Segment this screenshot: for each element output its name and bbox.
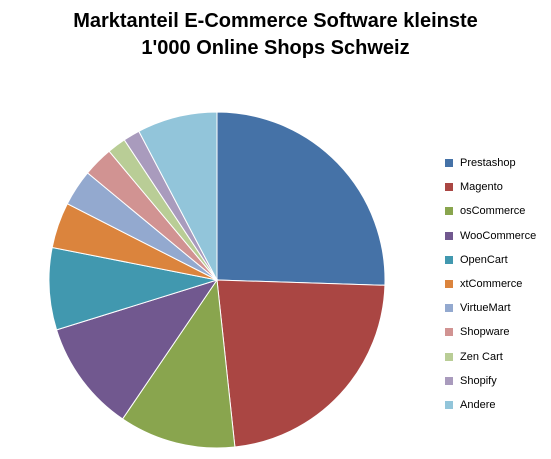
legend-item-zen-cart: Zen Cart — [445, 345, 549, 369]
legend: Prestashop Magento osCommerce WooCommerce Op… — [445, 151, 549, 417]
legend-swatch-andere — [445, 400, 453, 409]
legend-item-andere: Andere — [445, 393, 549, 417]
legend-label: Prestashop — [460, 157, 516, 170]
legend-swatch-zen-cart — [445, 352, 453, 361]
legend-swatch-woocommerce — [445, 231, 453, 240]
chart-title-line-1: Marktanteil E-Commerce Software kleinste — [73, 10, 478, 32]
legend-label: Andere — [460, 398, 496, 411]
legend-label: Shopware — [460, 326, 510, 339]
legend-item-woocommerce: WooCommerce — [445, 224, 549, 248]
legend-swatch-magento — [445, 183, 453, 192]
legend-label: osCommerce — [460, 205, 526, 218]
legend-swatch-oscommerce — [445, 207, 453, 216]
legend-item-prestashop: Prestashop — [445, 151, 549, 175]
chart-title: Marktanteil E-Commerce Software kleinste… — [0, 8, 551, 62]
pie-slice-prestashop — [216, 111, 386, 286]
legend-label: Zen Cart — [460, 350, 503, 363]
legend-swatch-opencart — [445, 255, 453, 264]
legend-item-shopify: Shopify — [445, 369, 549, 393]
legend-label: xtCommerce — [460, 278, 523, 291]
pie-slice-magento — [216, 279, 386, 448]
legend-item-opencart: OpenCart — [445, 248, 549, 272]
legend-item-virtuemart: VirtueMart — [445, 296, 549, 320]
legend-swatch-prestashop — [445, 159, 453, 168]
legend-label: Shopify — [460, 374, 497, 387]
legend-label: Magento — [460, 181, 503, 194]
legend-swatch-shopware — [445, 328, 453, 337]
pie-slice-andere — [138, 111, 218, 281]
pie-slice-oscommerce — [121, 278, 236, 449]
legend-label: VirtueMart — [460, 302, 511, 315]
legend-label: OpenCart — [460, 253, 508, 266]
legend-item-shopware: Shopware — [445, 320, 549, 344]
legend-item-oscommerce: osCommerce — [445, 199, 549, 223]
pie-slice-woocommerce — [55, 279, 219, 420]
legend-label: WooCommerce — [460, 229, 537, 242]
legend-item-magento: Magento — [445, 175, 549, 199]
legend-swatch-virtuemart — [445, 304, 453, 313]
legend-swatch-shopify — [445, 376, 453, 385]
legend-item-xtcommerce: xtCommerce — [445, 272, 549, 296]
legend-swatch-xtcommerce — [445, 280, 453, 289]
chart-title-line-2: 1'000 Online Shops Schweiz — [141, 37, 410, 59]
